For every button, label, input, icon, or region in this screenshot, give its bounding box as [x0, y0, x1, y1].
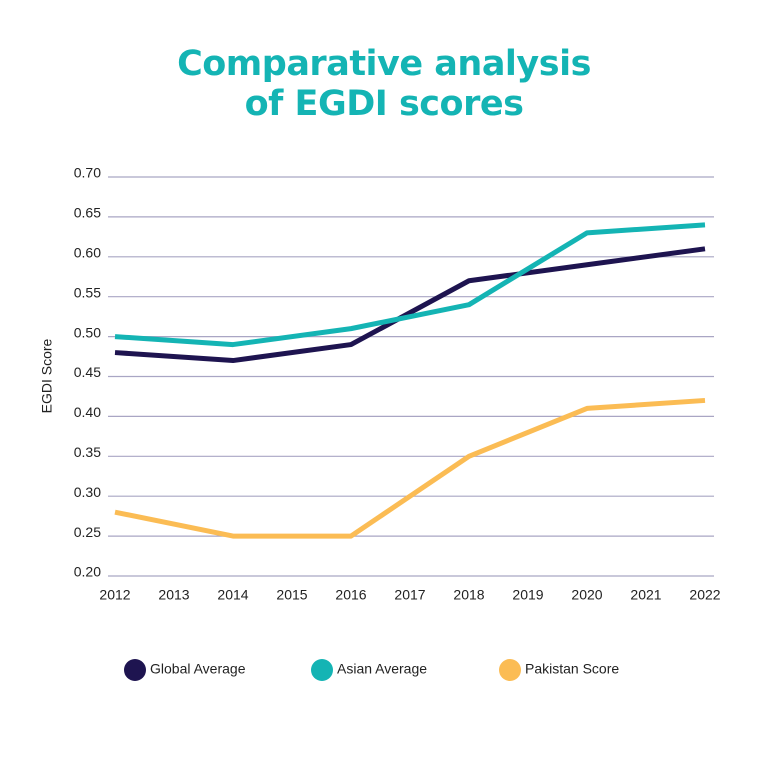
legend-label: Global Average — [150, 661, 246, 677]
x-tick-label: 2013 — [158, 587, 189, 603]
x-tick-label: 2014 — [217, 587, 248, 603]
chart-title: Comparative analysis of EGDI scores — [177, 44, 591, 124]
x-tick-label: 2020 — [571, 587, 602, 603]
line — [114, 222, 706, 348]
x-tick-label: 2012 — [99, 587, 130, 603]
legend-marker — [499, 659, 521, 681]
x-tick-label: 2021 — [630, 587, 661, 603]
legend-label: Pakistan Score — [525, 661, 619, 677]
line — [114, 397, 706, 539]
x-tick-label: 2022 — [689, 587, 720, 603]
y-tick-label: 0.60 — [74, 245, 101, 261]
x-tick-label: 2015 — [276, 587, 307, 603]
x-tick-label: 2017 — [394, 587, 425, 603]
line — [114, 246, 706, 364]
y-tick-label: 0.70 — [74, 165, 101, 181]
y-tick-label: 0.50 — [74, 324, 101, 340]
y-tick-label: 0.45 — [74, 364, 101, 380]
x-tick-label: 2019 — [512, 587, 543, 603]
x-tick-label: 2018 — [453, 587, 484, 603]
y-tick-label: 0.25 — [74, 524, 101, 540]
legend-marker — [124, 659, 146, 681]
y-tick-label: 0.65 — [74, 205, 101, 221]
y-axis-label: EGDI Score — [39, 338, 55, 413]
y-tick-label: 0.20 — [74, 564, 101, 580]
y-tick-label: 0.30 — [74, 484, 101, 500]
y-tick-label: 0.55 — [74, 284, 101, 300]
y-tick-label: 0.35 — [74, 444, 101, 460]
x-tick-label: 2016 — [335, 587, 366, 603]
legend-label: Asian Average — [337, 661, 427, 677]
y-tick-label: 0.40 — [74, 404, 101, 420]
legend-marker — [311, 659, 333, 681]
